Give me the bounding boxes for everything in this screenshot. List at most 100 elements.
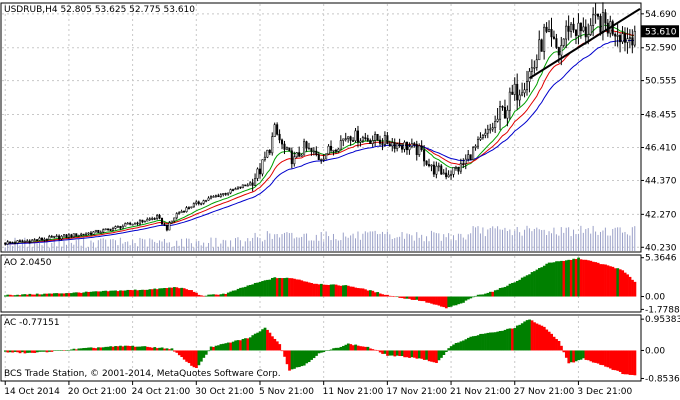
ao-bar — [542, 265, 546, 297]
ac-bar — [57, 350, 61, 351]
ac-bar — [368, 348, 372, 351]
candle-body — [579, 22, 582, 32]
ao-bar — [567, 259, 571, 297]
ao-bar — [395, 296, 399, 298]
ac-bar — [180, 350, 184, 358]
ac-bar — [30, 350, 34, 353]
candle-body — [180, 211, 183, 214]
ac-bar — [153, 347, 157, 351]
trendline[interactable] — [528, 7, 641, 80]
ao-bar — [476, 294, 480, 297]
candle-body — [229, 189, 232, 194]
ac-bar — [8, 350, 12, 353]
ac-bar — [248, 337, 252, 351]
ao-bar — [631, 279, 634, 297]
ac-bar — [256, 332, 260, 351]
price-panel[interactable]: USDRUB,H4 52.805 53.625 52.775 53.610 54… — [0, 2, 679, 253]
ao-bar — [202, 295, 206, 297]
candle-body — [28, 240, 31, 243]
candle-body — [435, 165, 438, 175]
ao-panel[interactable]: AO 2.0450 5.3646 0.00 -1.7788 — [0, 254, 680, 316]
ao-bar — [449, 296, 453, 307]
trendline-segment[interactable] — [528, 7, 641, 80]
ao-bar — [18, 295, 22, 297]
ao-bar — [180, 287, 184, 297]
candle-body — [332, 149, 335, 152]
ao-bar — [133, 289, 137, 297]
ao-bar — [307, 282, 311, 297]
ao-bar — [528, 274, 531, 297]
ac-bar — [609, 350, 612, 369]
ao-bar — [70, 293, 73, 297]
ac-bar — [503, 329, 507, 351]
price-grid — [2, 4, 640, 251]
ac-bar — [38, 350, 42, 352]
ac-bar — [258, 331, 262, 351]
ao-bar — [359, 288, 362, 297]
ac-bar — [109, 346, 113, 351]
ac-bar — [513, 328, 517, 351]
candle-body — [173, 217, 176, 222]
ao-bar — [329, 284, 333, 297]
ac-bar — [413, 350, 416, 358]
candle-body — [178, 212, 181, 215]
ac-bar — [550, 333, 554, 351]
y-tick-label: 5.3646 — [645, 254, 677, 264]
ac-bar — [515, 325, 519, 351]
ac-bar — [425, 350, 429, 360]
ac-bar — [410, 350, 414, 358]
ac-bar — [606, 350, 610, 368]
ac-bar — [87, 347, 91, 351]
moving-averages — [5, 24, 635, 245]
candle-body — [381, 143, 384, 145]
candle-body — [491, 127, 494, 130]
ac-bar — [346, 343, 350, 351]
ac-bar — [33, 350, 37, 353]
ac-bar — [452, 344, 456, 351]
ac-bar — [187, 350, 191, 364]
ac-bar — [604, 350, 607, 367]
ac-bar — [364, 346, 367, 351]
candle-body — [474, 145, 477, 148]
ac-bar — [489, 332, 492, 351]
candle-body — [280, 139, 284, 145]
ao-bar — [584, 259, 588, 297]
ao-bar — [403, 296, 407, 299]
ac-bar — [253, 333, 257, 351]
ao-bar — [604, 264, 607, 297]
ao-bar — [209, 294, 213, 297]
ac-bar — [459, 341, 463, 351]
ac-bar — [217, 345, 220, 351]
ac-bar — [376, 350, 380, 351]
y-tick-label: -1.7788 — [645, 305, 680, 315]
ao-bar — [97, 291, 100, 297]
ac-bar — [128, 346, 132, 351]
candle-body — [168, 222, 171, 231]
candle-body — [290, 150, 293, 165]
candle-body — [70, 234, 73, 238]
ao-bar — [273, 277, 277, 297]
ac-bar — [77, 348, 81, 351]
candle-body — [523, 89, 526, 94]
ac-bar — [596, 350, 600, 364]
candle-body — [628, 37, 631, 39]
candle-body — [99, 231, 102, 234]
ac-bar — [356, 345, 360, 351]
ao-bar — [124, 290, 127, 297]
ao-bar — [435, 296, 438, 305]
ao-bar — [493, 290, 497, 297]
x-tick-label: 21 Nov 21:00 — [450, 387, 511, 397]
ac-bar — [599, 350, 603, 365]
ac-bar — [266, 329, 269, 351]
ac-bar — [239, 340, 242, 351]
ac-bar — [324, 350, 328, 351]
ac-panel[interactable]: AC -0.77151 BCS Trade Station, © 2001-20… — [0, 314, 680, 384]
ao-bar — [266, 279, 269, 297]
ao-bar — [26, 294, 29, 297]
ac-bar — [555, 339, 558, 351]
candle-body — [251, 182, 254, 186]
ao-bar — [146, 289, 149, 297]
ac-bar — [241, 338, 245, 351]
